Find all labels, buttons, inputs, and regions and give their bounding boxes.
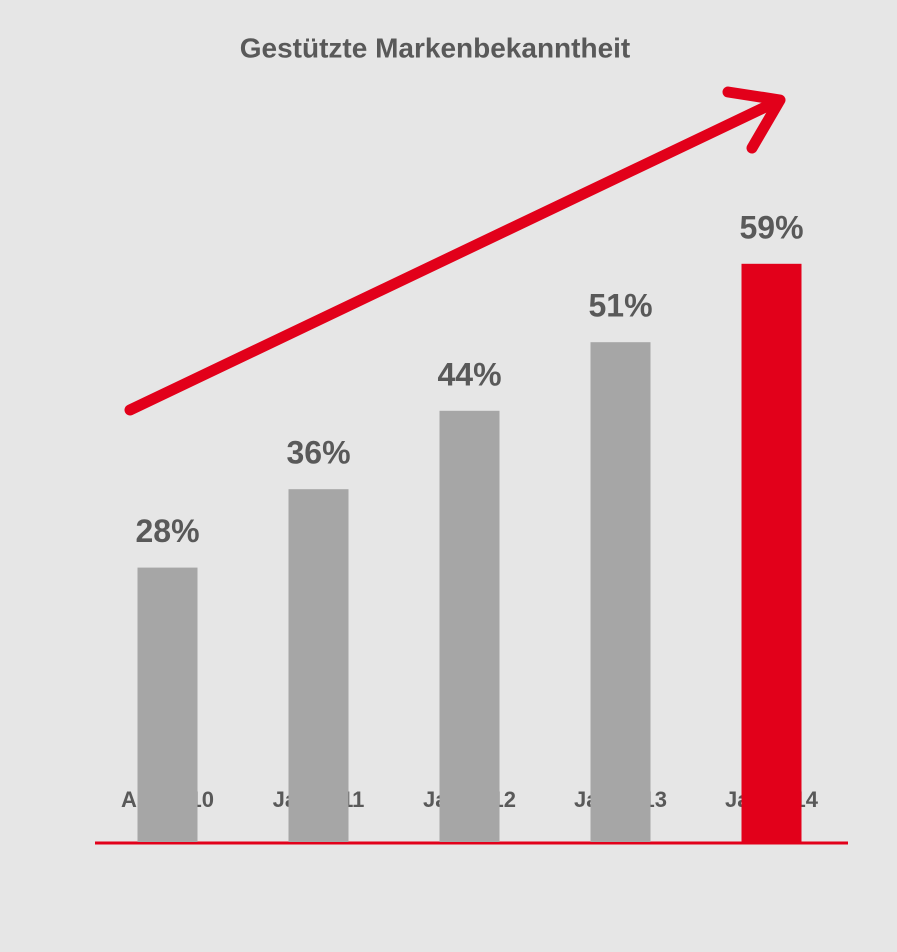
arrow-head <box>722 86 786 154</box>
chart-title: Gestützte Markenbekanntheit <box>240 32 631 63</box>
trend-arrow <box>124 86 786 416</box>
value-label: 44% <box>437 356 501 392</box>
value-label: 28% <box>135 513 199 549</box>
bar <box>288 489 349 842</box>
bar <box>590 342 651 842</box>
bar <box>741 263 802 842</box>
value-label: 36% <box>286 435 350 471</box>
value-label: 59% <box>739 209 803 245</box>
arrow-shaft <box>124 95 784 416</box>
value-label: 51% <box>588 288 652 324</box>
bar <box>439 410 500 842</box>
bar <box>137 567 198 842</box>
